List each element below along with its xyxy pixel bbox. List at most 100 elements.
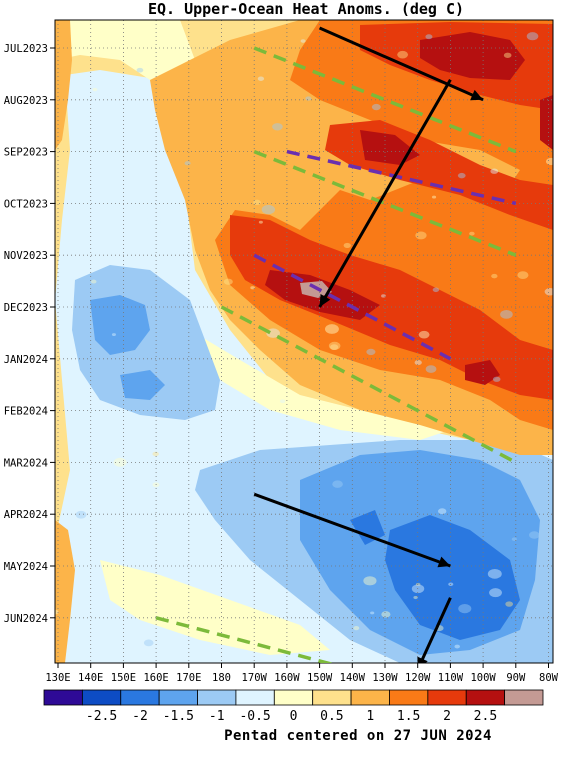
west-cool-15b [120,370,165,400]
pale-band-3 [100,560,330,655]
speckle [544,287,553,296]
dashed-line [220,305,517,464]
colorbar-swatch [158,689,198,706]
speckle [111,333,116,337]
speckle [371,103,381,111]
east-cool-2b [350,510,385,545]
speckle [526,32,539,41]
colorbar-swatch [504,689,544,706]
speckle [258,220,263,224]
anomaly-field [55,20,553,663]
speckle [363,576,377,586]
west-strip-top [55,20,72,150]
x-tick-label: 80W [539,672,559,684]
colorbar-swatch [43,689,83,706]
y-tick-label: OCT2023 [4,198,48,210]
colorbar: -2.5 -2 -1.5 -1 -0.5 0 0.5 1 1.5 2 2.5 [43,689,544,724]
speckle [509,459,520,467]
colorbar-swatch [312,689,352,706]
speckle [75,510,87,519]
y-tick-label: FEB2024 [4,406,48,418]
x-tick-label: 110W [438,672,464,684]
speckle [415,582,421,587]
speckle [272,123,283,131]
speckle [432,287,440,293]
speckle [414,359,422,366]
speckle [413,596,418,600]
warm-hot-a [420,32,525,80]
colorbar-swatch [197,689,237,706]
x-axis: 130E 140E 150E 160E 170E 180 170W 160W 150W 140W 1… [45,663,559,684]
warm-hot-d [465,360,500,385]
speckle [492,376,501,382]
grid [55,20,553,663]
colorbar-swatch [235,689,275,706]
speckle [500,309,513,319]
speckle [397,50,409,59]
speckle [332,480,343,488]
speckle [454,644,460,649]
speckle [487,568,502,579]
speckle [431,195,437,199]
speckle [87,20,98,25]
colorbar-swatch [350,689,390,706]
speckle [381,611,391,618]
x-tick-label: 90W [506,672,526,684]
colorbar-label: 2.5 [474,709,497,724]
arrow-shaft [318,26,484,102]
speckle [184,161,191,166]
speckles [55,20,553,649]
arrow-head [319,294,331,307]
y-tick-label: JUN2024 [4,613,48,625]
chart-title: EQ. Upper-Ocean Heat Anoms. (deg C) [148,0,464,18]
speckle [90,279,97,284]
speckle [491,273,498,279]
colorbar-label: 0 [290,709,298,724]
speckle [489,588,502,598]
speckle [437,508,447,515]
speckle [324,324,339,334]
y-tick-label: DEC2023 [4,302,48,314]
y-tick-label: SEP2023 [4,147,48,159]
x-tick-label: 140W [340,672,366,684]
dashed-line [155,616,335,663]
dashed-line [253,46,517,154]
x-tick-label: 170E [176,672,201,684]
speckle [528,531,540,539]
speckle [353,626,360,631]
arrow-head [470,89,484,101]
colorbar-label: -0.5 [239,709,270,724]
colorbar-swatch [273,689,314,706]
speckle [146,215,161,226]
y-tick-label: MAR2024 [4,457,48,469]
speckle [261,204,276,215]
speckle [545,157,553,166]
speckle [300,39,306,43]
y-tick-label: MAY2024 [4,561,48,573]
arrow-head [417,656,428,663]
colorbar-swatch [81,689,122,706]
y-tick-label: APR2024 [4,509,48,521]
speckle [458,604,472,614]
colorbar-label: -2.5 [86,709,117,724]
warm-hot-e [540,95,553,150]
colorbar-swatch [465,689,506,706]
colorbar-label: -2 [132,709,148,724]
colorbar-label: 1 [366,709,374,724]
y-tick-label: JUL2023 [4,43,48,55]
east-cool-2 [385,515,520,640]
speckle [305,96,312,101]
x-tick-label: 150W [307,672,333,684]
arrow-shaft [318,79,452,308]
x-tick-label: 150E [111,672,136,684]
speckle [366,348,376,356]
arrow-shaft [253,492,451,568]
speckle [223,278,233,285]
plot-frame [54,19,554,664]
speckle [55,609,59,615]
speckle [328,341,341,350]
speckle [143,639,154,647]
speckle [469,231,475,236]
y-axis: JUL2023 AUG2023 SEP2023 OCT2023 NOV2023 DEC20… [4,43,55,625]
colorbar-label: 0.5 [320,709,343,724]
